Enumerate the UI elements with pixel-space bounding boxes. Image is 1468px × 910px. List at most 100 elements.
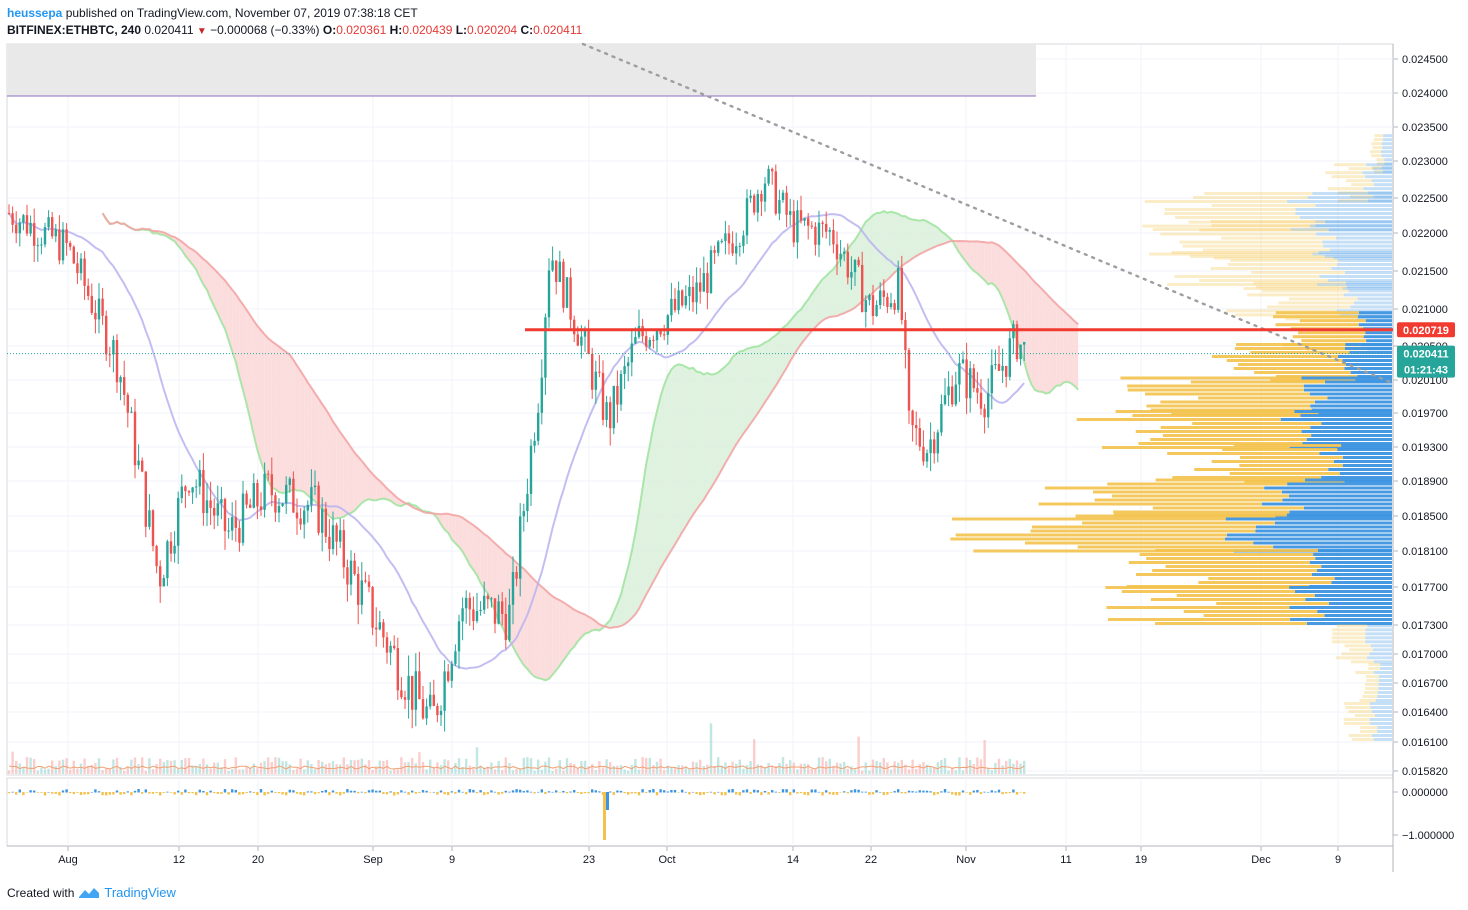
y-tick-label: 0.016100 — [1402, 737, 1448, 749]
vp-bar-up — [1345, 179, 1372, 183]
vp-bar-down — [1363, 187, 1392, 191]
indicator-bar — [846, 792, 849, 794]
candle-body — [562, 261, 565, 308]
indicator-bar — [961, 790, 965, 793]
volume-bar — [814, 769, 817, 774]
candle-body — [501, 601, 504, 615]
volume-bar — [547, 757, 551, 774]
vp-bar-up — [1250, 351, 1350, 354]
vp-bar-down — [1365, 175, 1392, 179]
vp-bar-down — [1282, 498, 1392, 502]
vp-bar-down — [1321, 476, 1392, 479]
cloud-segment — [664, 375, 668, 563]
indicator-bar — [429, 792, 432, 793]
indicator-bar — [151, 792, 155, 794]
vp-bar-up — [1144, 200, 1288, 203]
cloud-segment — [786, 320, 791, 368]
cloud-segment — [883, 211, 888, 284]
indicator-bar — [385, 792, 389, 795]
vp-bar-up — [1247, 293, 1344, 297]
vp-bar-down — [1303, 388, 1392, 392]
volume-bar — [339, 764, 342, 774]
cloud-segment — [239, 299, 243, 391]
cloud-segment — [214, 269, 218, 314]
candle-body — [619, 374, 623, 405]
candle-body — [436, 705, 439, 716]
indicator-bar — [551, 791, 554, 793]
vp-bar-down — [1378, 675, 1392, 678]
indicator-bar — [918, 790, 921, 793]
volume-bar — [1005, 760, 1008, 774]
indicator-bar — [367, 790, 371, 793]
candle-body — [371, 587, 374, 628]
cloud-segment — [232, 289, 236, 363]
candle-body — [447, 671, 450, 681]
vp-bar-down — [1253, 541, 1392, 545]
candle-body — [803, 218, 806, 221]
volume-bar — [493, 769, 497, 774]
volume-bar — [87, 765, 90, 774]
vp-bar-down — [1322, 240, 1392, 244]
trend-line[interactable] — [581, 42, 1392, 384]
volume-bar — [889, 769, 893, 774]
indicator-bar — [695, 792, 698, 795]
vp-bar-down — [1346, 285, 1392, 289]
candle-body — [637, 325, 641, 337]
vp-bar-up — [1335, 656, 1368, 660]
volume-bar — [1012, 763, 1015, 774]
vp-bar-down — [1356, 317, 1392, 321]
volume-bar — [195, 765, 198, 774]
candle-body — [666, 315, 669, 335]
candle-body — [61, 229, 65, 261]
indicator-bar — [475, 792, 479, 794]
volume-bar — [882, 758, 885, 774]
indicator-bar — [555, 790, 558, 793]
vp-bar-up — [1204, 192, 1313, 195]
tradingview-brand[interactable]: TradingView — [104, 885, 176, 900]
indicator-bar — [303, 792, 306, 796]
cloud-segment — [567, 604, 571, 656]
author-name[interactable]: heussepa — [7, 6, 63, 20]
volume-bar — [321, 761, 324, 774]
volume-bar — [389, 770, 392, 774]
indicator-bar — [637, 792, 641, 796]
cloud-segment — [257, 325, 261, 462]
cloud-segment — [451, 514, 456, 544]
volume-bar — [61, 759, 65, 774]
cloud-segment — [581, 613, 585, 638]
vp-bar-up — [1176, 594, 1315, 597]
vp-bar-up — [1332, 632, 1366, 636]
volume-bar — [857, 736, 860, 774]
cloud-segment — [369, 469, 373, 501]
x-tick-label: 19 — [1135, 854, 1147, 866]
cloud-segment — [995, 243, 999, 292]
vp-bar-up — [1132, 414, 1301, 417]
cloud-segment — [977, 241, 981, 277]
cloud-segment — [678, 364, 683, 539]
volume-bar — [29, 757, 32, 774]
volume-bar — [144, 770, 147, 774]
cloud-segment — [635, 511, 639, 615]
vp-bar-up — [1114, 513, 1287, 517]
indicator-bar — [857, 789, 860, 793]
candle-body — [522, 511, 525, 517]
cloud-segment — [869, 215, 873, 296]
indicator-bar — [753, 789, 756, 793]
cloud-segment — [491, 539, 495, 612]
candle-body — [551, 260, 554, 271]
publish-text: published on TradingView.com, November 0… — [65, 6, 418, 20]
y-tick-label: 0.020100 — [1402, 375, 1448, 387]
volume-bar — [781, 757, 785, 774]
volume-bar — [969, 759, 972, 774]
volume-bar — [652, 765, 655, 774]
candle-body — [252, 483, 255, 508]
vp-bar-up — [1135, 573, 1312, 576]
vp-bar-down — [1290, 228, 1392, 231]
candle-body — [43, 227, 47, 245]
vp-bar-up — [1174, 275, 1320, 278]
indicator-bar — [119, 792, 122, 795]
vp-bar-down — [1350, 371, 1392, 374]
volume-bar — [990, 770, 993, 774]
cloud-segment — [577, 611, 582, 642]
